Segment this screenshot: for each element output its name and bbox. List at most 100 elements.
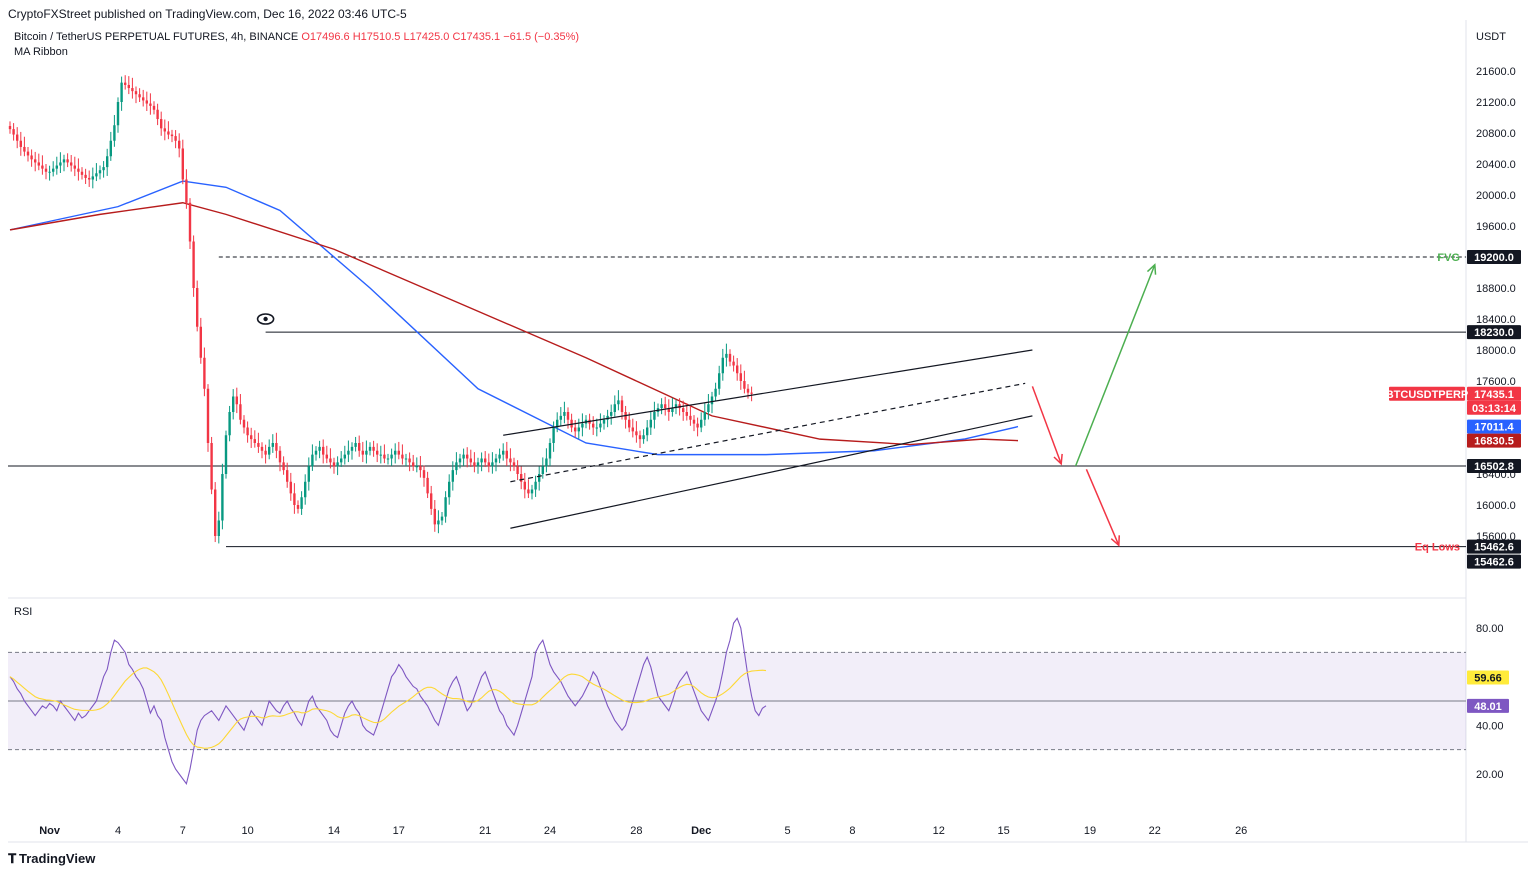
- candle-body: [689, 415, 692, 420]
- candle-body: [602, 419, 606, 424]
- candle-body: [188, 202, 192, 242]
- candle-body: [70, 162, 73, 166]
- candle-body: [725, 353, 728, 358]
- time-tick-label: 19: [1084, 825, 1096, 837]
- price-tick-label: 20800.0: [1476, 128, 1516, 140]
- candle-body: [692, 419, 696, 424]
- candle-body: [48, 171, 51, 173]
- candle-body: [199, 326, 202, 358]
- candle-body: [217, 520, 220, 536]
- candle-body: [484, 458, 487, 463]
- candle-body: [408, 458, 411, 463]
- rsi-line: [9, 617, 767, 786]
- tradingview-logo-icon: 𝐓: [8, 851, 19, 866]
- candle-body: [235, 396, 238, 405]
- candle-body: [307, 466, 310, 482]
- candle-body: [592, 423, 595, 428]
- candle-body: [455, 462, 458, 471]
- candle-body: [545, 458, 548, 467]
- candle-body: [286, 470, 289, 482]
- candle-body: [649, 419, 652, 428]
- candle-body: [696, 423, 699, 428]
- time-tick-label: 17: [393, 825, 405, 837]
- candle-body: [714, 388, 717, 397]
- time-tick-label: Dec: [691, 825, 711, 837]
- candle-body: [538, 474, 541, 482]
- price-badge-bg: [1467, 554, 1521, 569]
- rsi-badge-bg: [1467, 670, 1509, 685]
- candle-body: [448, 481, 451, 498]
- candle-body: [397, 450, 400, 455]
- symbol-tag-bg: [1389, 386, 1465, 401]
- candle-body: [275, 443, 278, 451]
- candle-body: [336, 462, 339, 467]
- level-badge: 18230.0: [1474, 327, 1514, 339]
- candle-body: [390, 454, 393, 459]
- candle-body: [685, 412, 688, 416]
- level-badge: 15462.6: [1474, 542, 1514, 554]
- channel-mid: [510, 382, 1026, 483]
- rsi-badge: 48.01: [1474, 701, 1502, 713]
- candle-body: [376, 450, 379, 455]
- candle-body: [289, 481, 292, 494]
- projection-arrow: [1074, 264, 1156, 467]
- candle-body: [340, 458, 343, 463]
- candle-body: [152, 105, 156, 110]
- candle-body: [343, 454, 346, 459]
- level-text: FVG: [1437, 252, 1460, 264]
- price-tick-label: 19600.0: [1476, 221, 1516, 233]
- time-tick-label: 15: [997, 825, 1009, 837]
- candle-body: [520, 474, 523, 482]
- candle-body: [300, 497, 303, 509]
- candle-body: [16, 134, 19, 141]
- candle-body: [325, 454, 328, 459]
- indicator-legend: MA Ribbon: [14, 46, 68, 58]
- candle-body: [203, 357, 206, 389]
- candle-body: [314, 450, 318, 455]
- candle-body: [52, 168, 55, 172]
- candle-body: [610, 412, 613, 416]
- level-badge: 19200.0: [1474, 252, 1514, 264]
- time-tick-label: 8: [849, 825, 855, 837]
- candle-body: [228, 412, 231, 436]
- candle-body: [116, 102, 120, 126]
- candle-body: [106, 156, 109, 168]
- level-badge-bg: [1467, 325, 1521, 340]
- time-tick-label: 7: [180, 825, 186, 837]
- candle-body: [358, 443, 361, 451]
- candle-body: [638, 435, 642, 440]
- candle-body: [127, 84, 130, 89]
- candle-body: [664, 404, 667, 409]
- candle-body: [678, 404, 681, 409]
- candle-body: [120, 82, 123, 102]
- candle-body: [487, 462, 490, 467]
- candle-body: [552, 427, 555, 443]
- level-badge-bg: [1467, 539, 1521, 554]
- candle-body: [221, 474, 224, 521]
- price-badge: 16830.5: [1474, 436, 1514, 448]
- candle-body: [628, 419, 631, 428]
- time-tick-label: 24: [544, 825, 556, 837]
- rsi-ma-line: [9, 667, 767, 749]
- candle-body: [318, 446, 321, 451]
- time-tick-label: 14: [328, 825, 340, 837]
- publish-header: CryptoFXStreet published on TradingView.…: [8, 7, 407, 21]
- candle-body: [30, 155, 33, 160]
- price-tick-label: 18800.0: [1476, 283, 1516, 295]
- candle-body: [138, 94, 141, 98]
- candle-body: [394, 450, 397, 455]
- candle-body: [163, 128, 166, 132]
- candle-body: [440, 516, 444, 521]
- candle-body: [350, 446, 354, 451]
- candle-body: [494, 458, 498, 463]
- candle-body: [728, 353, 732, 362]
- candle-body: [451, 470, 454, 482]
- candle-body: [682, 408, 685, 412]
- candle-body: [145, 100, 148, 104]
- candle-body: [196, 288, 199, 327]
- candle-body: [134, 91, 138, 95]
- candle-body: [606, 415, 609, 420]
- candle-body: [41, 165, 44, 169]
- candle-body: [224, 435, 228, 474]
